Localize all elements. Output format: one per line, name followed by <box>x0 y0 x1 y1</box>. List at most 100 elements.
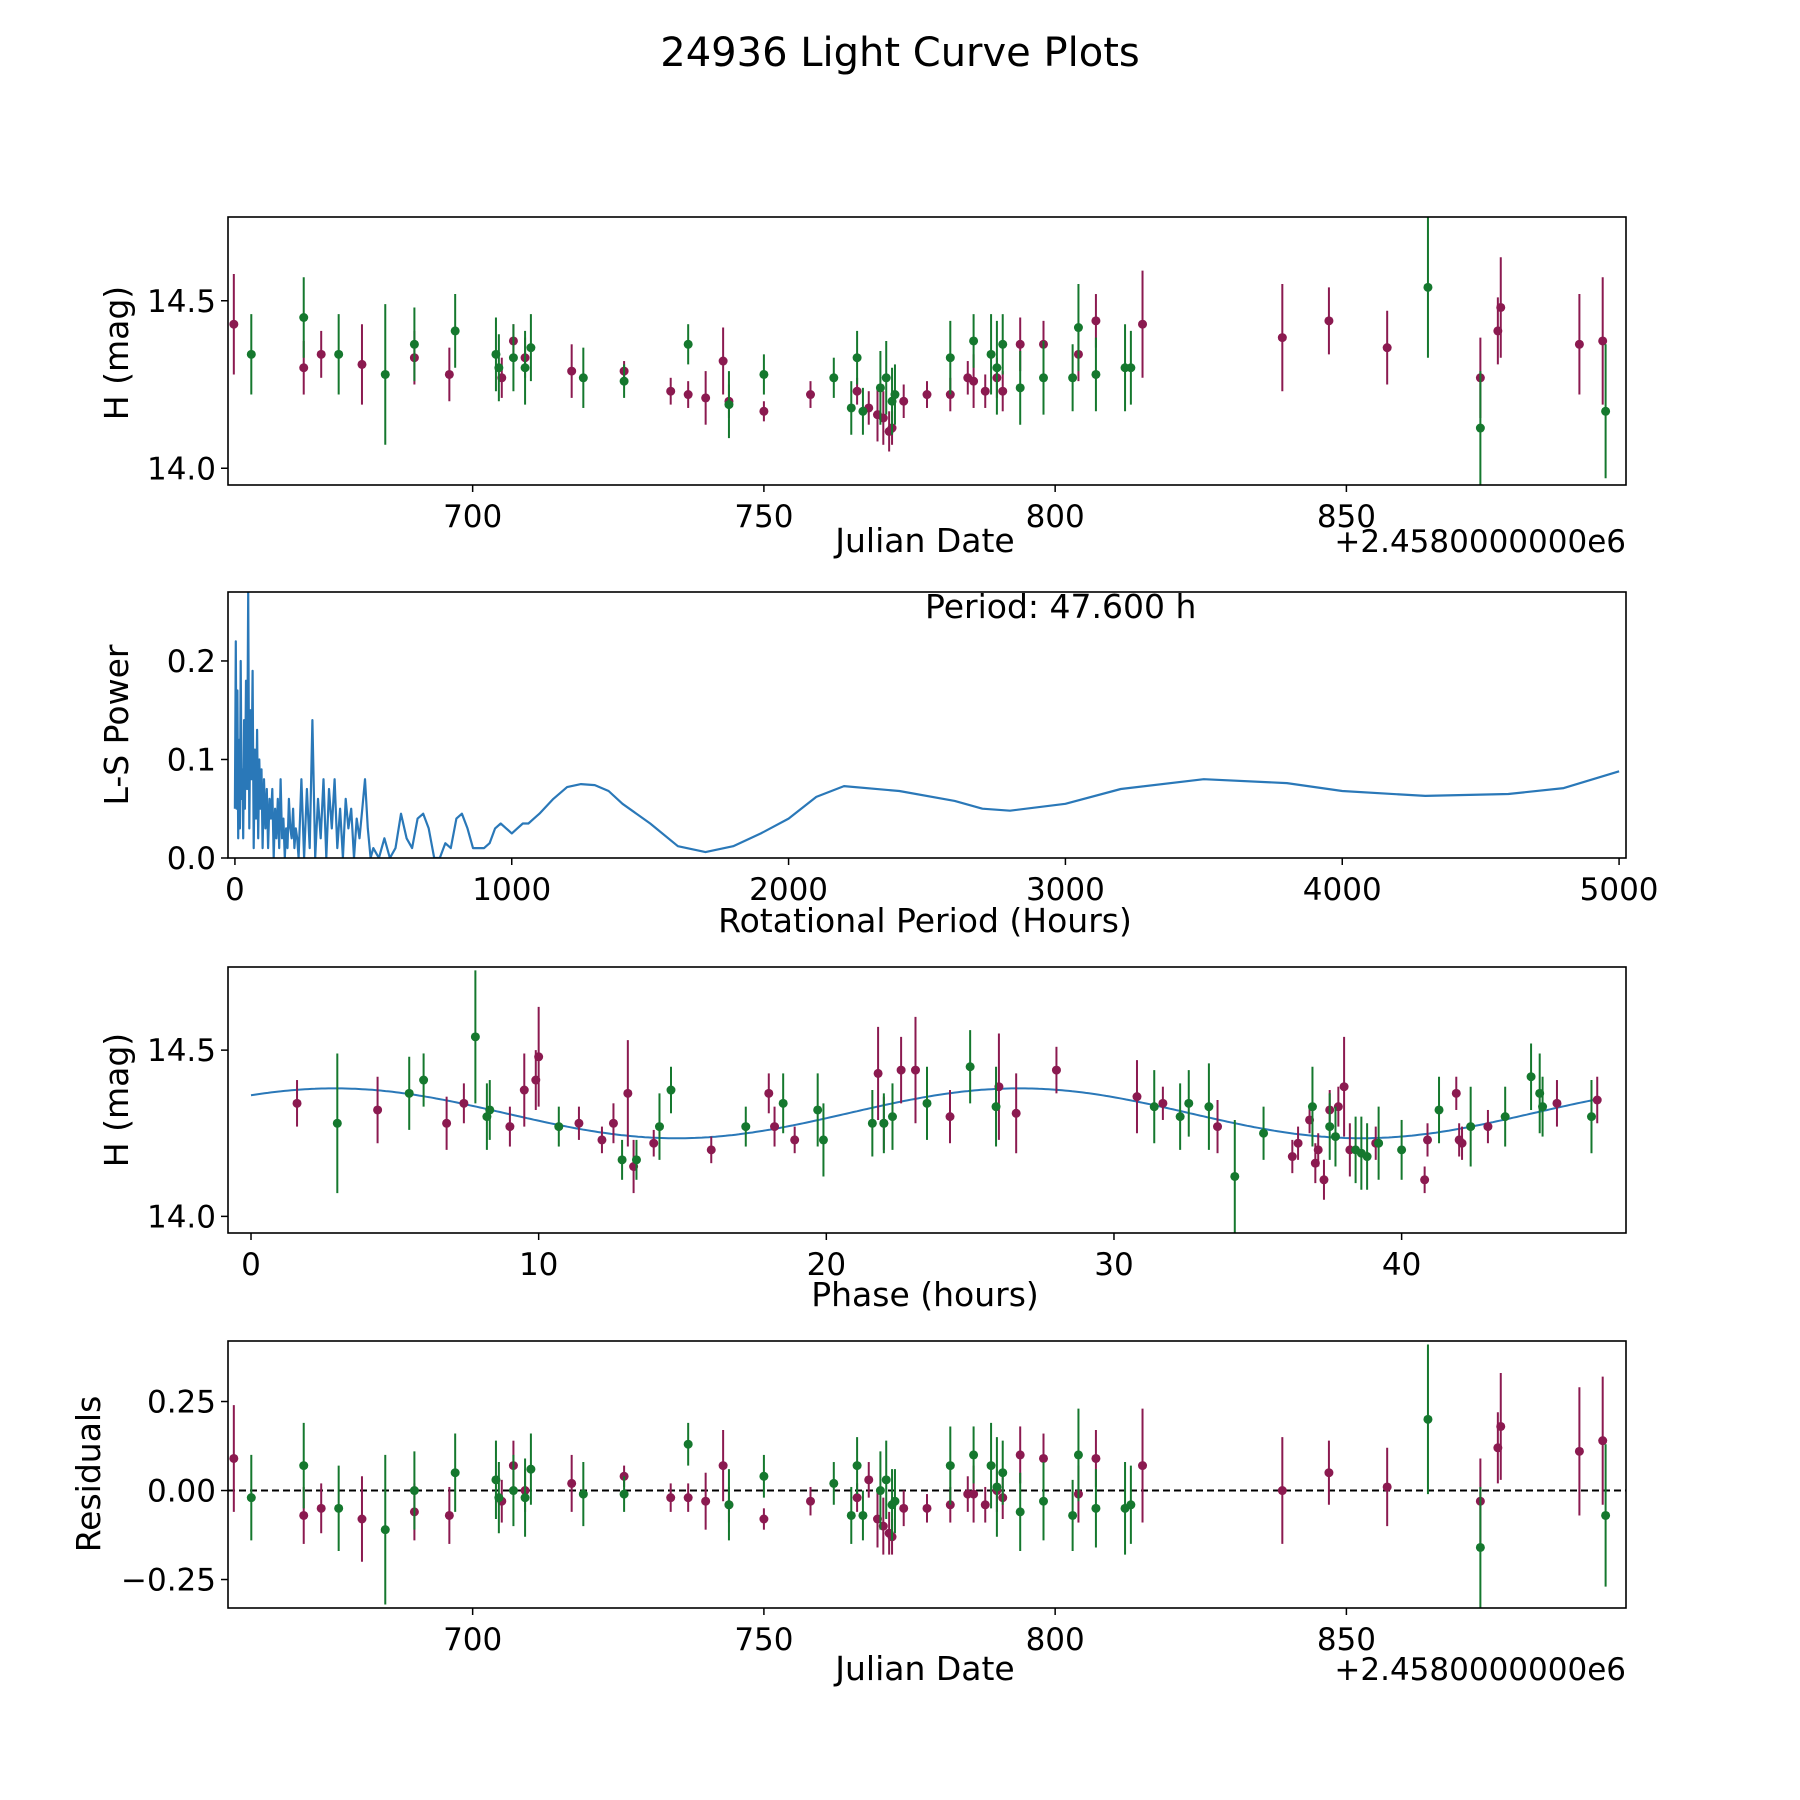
phase-magenta-point <box>442 1118 452 1128</box>
residuals-magenta-point <box>969 1489 979 1499</box>
phase-magenta-point <box>597 1135 607 1145</box>
lightcurve-green-point <box>875 383 885 393</box>
periodogram-panel: Period: 47.600 h Rotational Period (Hour… <box>97 587 1659 940</box>
lightcurve-magenta-point <box>980 386 990 396</box>
phase-green-point <box>1307 1102 1317 1112</box>
residuals-xtick-label: 850 <box>1317 1622 1376 1658</box>
residuals-green-point <box>890 1496 900 1506</box>
periodogram-power-line <box>233 592 1620 858</box>
residuals-magenta-point <box>1574 1446 1584 1456</box>
lightcurve-green-point <box>246 349 256 359</box>
lightcurve-magenta-point <box>1598 336 1608 346</box>
residuals-green-point <box>526 1464 536 1474</box>
lightcurve-green-point <box>881 373 891 383</box>
phase-xtick-label: 0 <box>241 1247 261 1283</box>
lightcurve-green-point <box>890 390 900 400</box>
periodogram-data <box>233 592 1620 858</box>
phase-green-point <box>1175 1112 1185 1122</box>
lightcurve-ytick-label: 14.0 <box>147 451 216 487</box>
lightcurve-green-point <box>526 343 536 353</box>
residuals-green-point <box>875 1486 885 1496</box>
residuals-magenta-point <box>666 1493 676 1503</box>
periodogram-xtick-label: 3000 <box>1026 872 1105 908</box>
residuals-magenta-point <box>1277 1486 1287 1496</box>
residuals-xlabel: Julian Date <box>833 1649 1015 1688</box>
lightcurve-green-point <box>724 400 734 410</box>
phase-green-point <box>666 1085 676 1095</box>
phase-green-point <box>1500 1112 1510 1122</box>
residuals-magenta-point <box>1091 1453 1101 1463</box>
residuals-green-point <box>1091 1503 1101 1513</box>
residuals-green-point <box>246 1493 256 1503</box>
phase-green-point <box>1204 1102 1214 1112</box>
lightcurve-green-point <box>1423 282 1433 292</box>
residuals-magenta-point <box>922 1503 932 1513</box>
residuals-magenta-point <box>299 1510 309 1520</box>
periodogram-xtick-label: 5000 <box>1580 872 1659 908</box>
phase-green-point <box>1230 1171 1240 1181</box>
residuals-magenta-point <box>852 1493 862 1503</box>
residuals-green-point <box>409 1486 419 1496</box>
periodogram-xtick-label: 2000 <box>749 872 828 908</box>
lightcurve-magenta-point <box>567 366 577 376</box>
residuals-magenta-point <box>316 1503 326 1513</box>
residuals-magenta-point <box>229 1453 239 1463</box>
phase-green-point <box>654 1122 664 1132</box>
phase-ylabel: H (mag) <box>97 1033 136 1167</box>
lightcurve-magenta-point <box>1324 316 1334 326</box>
lightcurve-green-point <box>683 339 693 349</box>
lightcurve-magenta-point <box>316 349 326 359</box>
phase-green-point <box>887 1112 897 1122</box>
phase-green-point <box>741 1122 751 1132</box>
lightcurve-magenta-point <box>1091 316 1101 326</box>
phase-magenta-point <box>764 1088 774 1098</box>
lightcurve-magenta-point <box>444 369 454 379</box>
residuals-green-point <box>520 1493 530 1503</box>
lightcurve-offset-label: +2.4580000000e6 <box>1334 524 1626 560</box>
residuals-green-point <box>969 1450 979 1460</box>
phase-green-point <box>813 1105 823 1115</box>
phase-magenta-point <box>1457 1138 1467 1148</box>
residuals-green-point <box>724 1500 734 1510</box>
lightcurve-magenta-point <box>922 390 932 400</box>
residuals-magenta-point <box>1324 1468 1334 1478</box>
residuals-green-point <box>858 1510 868 1520</box>
residuals-green-point <box>380 1525 390 1535</box>
residuals-green-point <box>494 1493 504 1503</box>
periodogram-xtick-label: 1000 <box>472 872 551 908</box>
residuals-magenta-point <box>1598 1436 1608 1446</box>
lightcurve-xtick-label: 800 <box>1026 499 1085 535</box>
residuals-xtick-label: 700 <box>443 1622 502 1658</box>
residuals-green-point <box>1039 1496 1048 1506</box>
lightcurve-data <box>229 217 1611 485</box>
lightcurve-green-point <box>829 373 839 383</box>
lightcurve-magenta-point <box>1138 319 1148 329</box>
phase-data <box>250 970 1602 1233</box>
residuals-magenta-point <box>1039 1453 1048 1463</box>
phase-magenta-point <box>1339 1082 1349 1092</box>
phase-green-point <box>332 1118 342 1128</box>
residuals-magenta-point <box>701 1496 711 1506</box>
residuals-frame <box>227 1340 1627 1609</box>
phase-magenta-point <box>873 1068 883 1078</box>
phase-magenta-point <box>1423 1135 1433 1145</box>
phase-magenta-point <box>1592 1095 1602 1105</box>
lightcurve-magenta-point <box>666 386 676 396</box>
phase-green-point <box>778 1098 788 1108</box>
residuals-green-point <box>986 1461 996 1471</box>
phase-green-point <box>470 1032 480 1042</box>
phase-green-point <box>631 1155 641 1165</box>
residuals-green-point <box>846 1510 856 1520</box>
lightcurve-magenta-point <box>1015 339 1025 349</box>
lightcurve-green-point <box>858 406 868 416</box>
periodogram-xtick-label: 4000 <box>1303 872 1382 908</box>
lightcurve-frame <box>227 216 1627 486</box>
phase-magenta-point <box>574 1118 584 1128</box>
lightcurve-ylabel: H (mag) <box>97 286 136 420</box>
phase-green-point <box>404 1088 414 1098</box>
residuals-green-point <box>450 1468 460 1478</box>
phase-xtick-label: 30 <box>1094 1247 1133 1283</box>
phase-magenta-point <box>505 1122 515 1132</box>
phase-xlabel: Phase (hours) <box>811 1275 1039 1314</box>
phase-frame <box>227 966 1627 1234</box>
